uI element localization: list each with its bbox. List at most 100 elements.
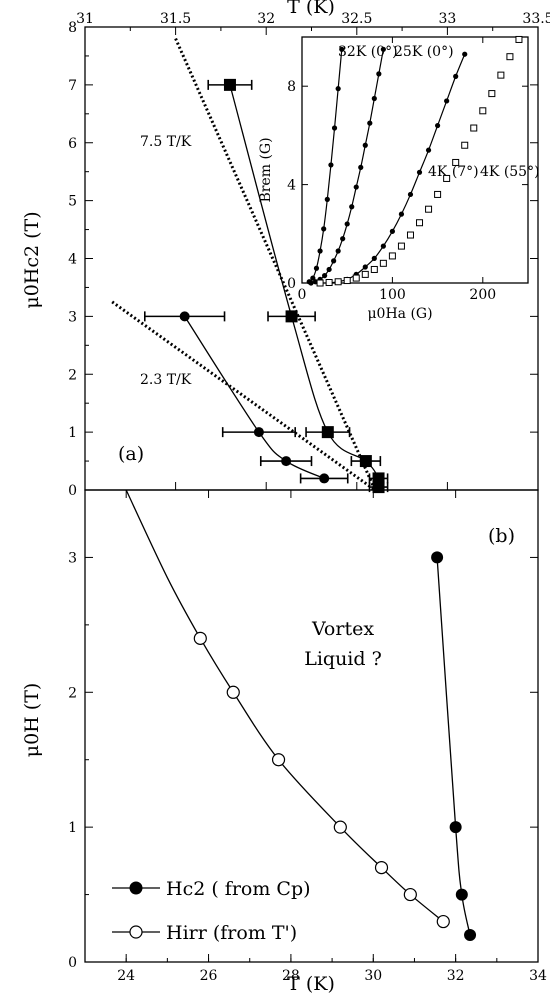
a-ytick-label: 8 <box>68 20 77 36</box>
inset-dot-marker <box>444 98 450 104</box>
panel-a-ticks: 31 31.5 32 32.5 33 33.5 0 1 2 3 4 5 6 7 8 <box>68 11 550 499</box>
a-top-xtick-label: 33 <box>438 11 456 27</box>
b-hc2-marker <box>431 551 444 564</box>
b-xtick-label: 32 <box>447 968 465 984</box>
b-ytick-label: 0 <box>68 955 77 971</box>
inset-dot-marker <box>376 71 382 77</box>
a-circle-marker <box>253 427 264 438</box>
inset-series-label-25k: 25K (0°) <box>394 44 454 60</box>
inset-open-square-marker <box>397 242 405 250</box>
inset-series-label-4k-55: 4K (55°) <box>480 164 540 180</box>
inset-dot-marker <box>462 51 468 57</box>
a-ytick-label: 5 <box>68 194 77 210</box>
vortex-liquid-line1: Vortex <box>311 618 374 640</box>
inset-dot-marker <box>331 258 337 264</box>
a-top-xtick-label: 31 <box>76 11 94 27</box>
b-xtick-label: 28 <box>282 968 300 984</box>
legend-marker-hirr <box>129 925 143 939</box>
inset-open-square-marker <box>379 259 387 267</box>
panel-a-top-xlabel: T (K) <box>287 0 335 18</box>
inset-open-square-marker <box>452 158 460 166</box>
inset-series-label-4k-7: 4K (7°) <box>428 164 479 180</box>
inset-open-square-marker <box>325 279 333 287</box>
inset-xlabel: μ0Ha (G) <box>367 306 432 322</box>
inset-dot-marker <box>308 280 314 286</box>
inset-open-square-marker <box>506 53 514 61</box>
inset-open-square-marker <box>316 279 324 287</box>
panel-b-ticks: 24 26 28 30 32 34 0 1 2 3 <box>68 490 547 984</box>
inset-dot-marker <box>453 73 459 79</box>
b-hc2-marker <box>455 888 468 901</box>
inset-plot <box>306 35 523 287</box>
inset-dot-marker <box>310 275 316 281</box>
inset-open-square-marker <box>406 231 414 239</box>
inset-dot-marker <box>317 248 323 254</box>
a-square-marker <box>359 455 372 468</box>
b-hc2-marker <box>449 821 462 834</box>
a-ytick-label: 6 <box>68 136 77 152</box>
legend: Hc2 ( from Cp) Hirr (from T') <box>112 878 311 944</box>
b-xtick-label: 26 <box>200 968 218 984</box>
inset-dot-marker <box>398 211 405 217</box>
a-top-xtick-label: 32 <box>257 11 275 27</box>
a-square-marker <box>285 310 298 323</box>
inset-dot-marker <box>344 221 350 227</box>
b-hirr-marker <box>271 753 286 767</box>
a-top-xtick-label: 32.5 <box>341 11 372 27</box>
inset-dot-marker <box>326 266 332 273</box>
a-ytick-label: 3 <box>68 309 77 325</box>
inset-dot-marker <box>335 86 341 92</box>
inset-open-square-marker <box>388 252 396 260</box>
inset-dot-marker <box>435 122 441 129</box>
a-circle-marker <box>319 473 330 484</box>
a-square-marker <box>321 426 334 439</box>
inset: 0 100 200 0 4 8 Brem (G) μ0Ha (G) 32K (0°) 25… <box>258 35 540 322</box>
b-hc2-marker <box>464 929 477 942</box>
inset-xtick-label: 0 <box>298 287 307 303</box>
inset-dot-marker <box>380 46 386 52</box>
inset-dot-marker <box>389 228 395 234</box>
inset-frame <box>301 36 529 284</box>
slope-label-7-5: 7.5 T/K <box>140 134 192 150</box>
legend-label-hc2: Hc2 ( from Cp) <box>166 878 311 900</box>
b-hc2-curve <box>436 557 471 936</box>
inset-open-square-marker <box>416 219 424 227</box>
panel-b-label: (b) <box>488 525 515 547</box>
a-fit-line <box>111 300 376 492</box>
inset-dot-marker <box>358 164 364 170</box>
a-ytick-label: 0 <box>68 483 77 499</box>
inset-dot-marker <box>362 142 368 148</box>
legend-label-hirr: Hirr (from T') <box>166 922 297 944</box>
inset-dot-marker <box>367 120 373 126</box>
b-xtick-label: 30 <box>364 968 382 984</box>
b-hirr-marker <box>374 860 389 875</box>
panel-a: 31 31.5 32 32.5 33 33.5 0 1 2 3 4 5 6 7 8 T (K) μ0Hc2 … <box>21 0 550 499</box>
inset-open-square-marker <box>334 278 342 286</box>
b-ytick-label: 2 <box>68 685 77 701</box>
a-square-marker <box>372 481 385 494</box>
a-ytick-label: 2 <box>68 367 77 383</box>
panel-b-frame <box>84 489 539 963</box>
panel-b-ylabel: μ0H (T) <box>21 683 43 758</box>
inset-dot-marker <box>313 265 320 271</box>
panel-b: 24 26 28 30 32 34 0 1 2 3 μ0H (T) T (K) (b) Vorte… <box>21 489 547 995</box>
inset-dot-marker <box>371 255 377 261</box>
inset-open-square-marker <box>488 90 496 98</box>
inset-dot-marker <box>340 236 346 242</box>
a-series-curve <box>184 316 325 480</box>
inset-open-square-marker <box>470 124 478 132</box>
vortex-liquid-line2: Liquid ? <box>304 648 382 670</box>
a-fit-line <box>174 37 377 491</box>
inset-open-square-marker <box>343 277 351 285</box>
inset-open-square-marker <box>479 107 487 115</box>
a-circle-marker <box>281 456 292 467</box>
inset-open-square-marker <box>361 270 369 278</box>
b-hirr-marker <box>193 631 207 645</box>
inset-open-square-marker <box>443 174 451 182</box>
a-square-marker <box>223 78 236 91</box>
inset-dot-marker <box>353 184 359 190</box>
inset-dot-marker <box>322 273 328 279</box>
inset-dot-marker <box>335 248 341 254</box>
inset-ytick-label: 8 <box>287 79 296 95</box>
